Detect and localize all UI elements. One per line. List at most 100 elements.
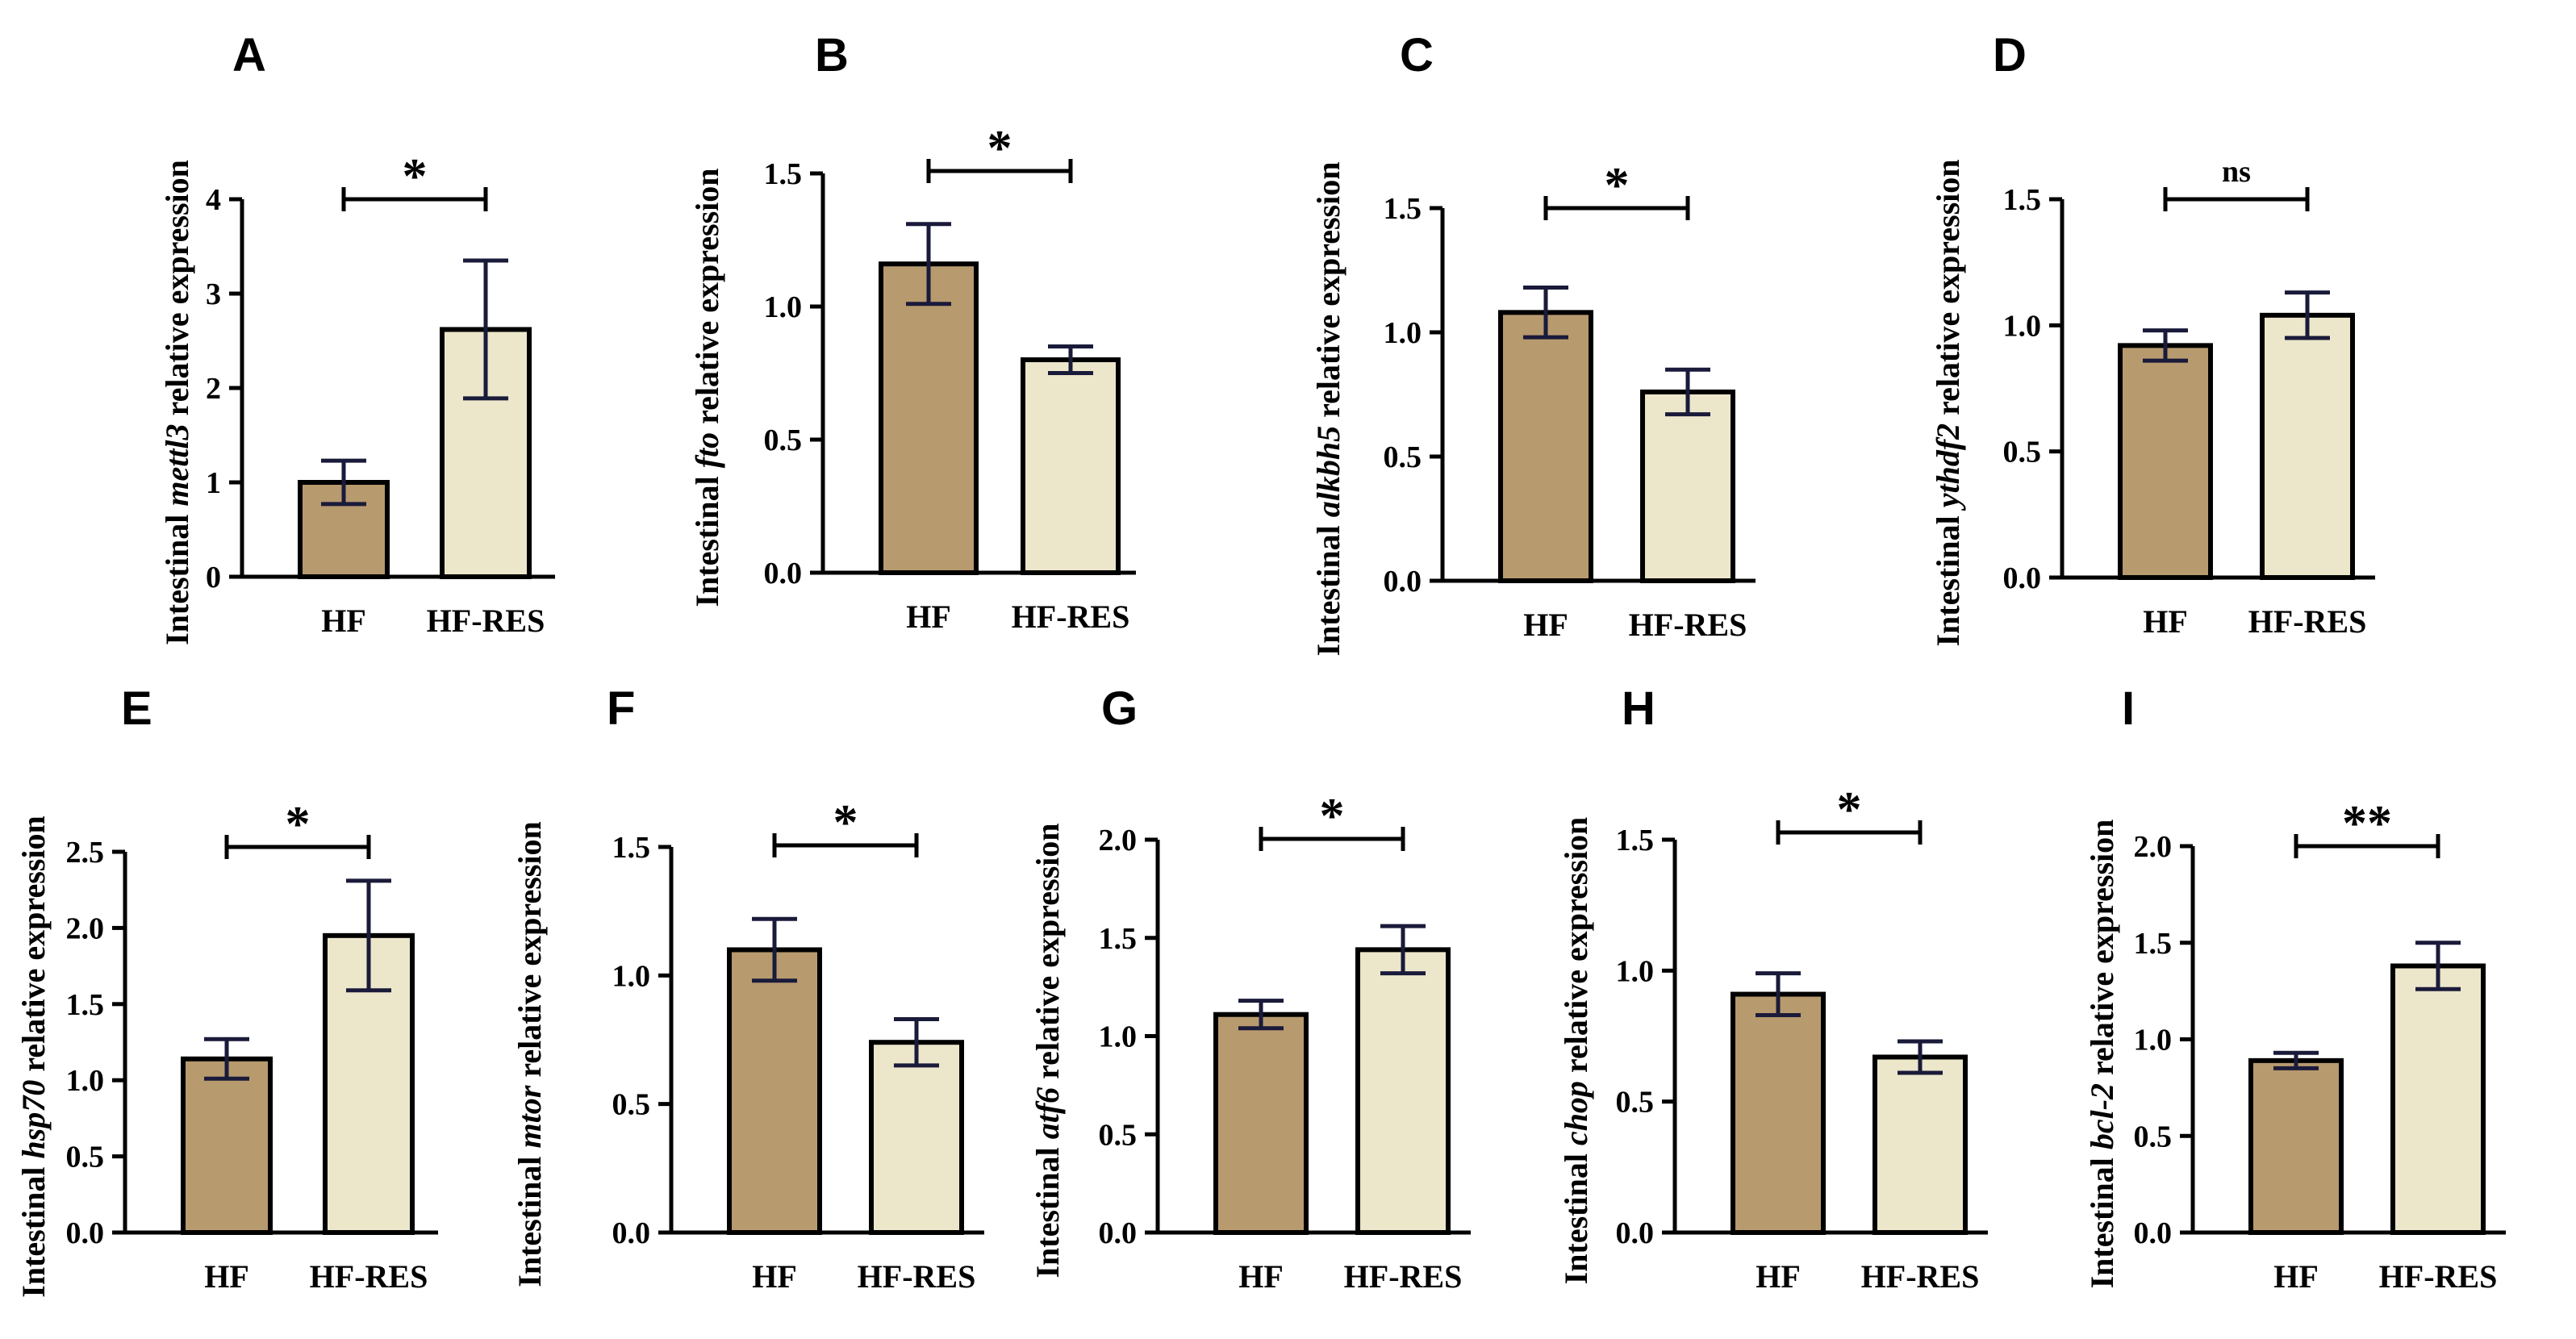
bar-b-hf-res <box>1021 357 1121 575</box>
y-axis-label-h: Intestinal chop relative expression <box>1558 817 1594 1285</box>
y-axis-label-b: Intestinal fto relative expression <box>689 168 725 607</box>
y-axis-label-gene: mettl3 <box>159 423 195 506</box>
y-tick-label-h: 0.0 <box>1616 1216 1655 1250</box>
category-label-i: HF-RES <box>2379 1258 2498 1295</box>
y-axis-label-prefix: Intestinal <box>2084 1149 2120 1288</box>
bar-h-hf-res <box>1873 1054 1968 1236</box>
category-label-a: HF-RES <box>427 603 545 639</box>
panel-letter-f: F <box>607 682 635 735</box>
y-tick-label-e: 2.5 <box>66 836 105 870</box>
y-tick-label-g: 1.0 <box>1099 1020 1138 1054</box>
panel-letter-c: C <box>1400 29 1434 81</box>
y-axis-label-i: Intestinal bcl-2 relative expression <box>2084 820 2120 1289</box>
category-label-a: HF <box>321 603 366 639</box>
category-label-f: HF-RES <box>858 1258 976 1295</box>
y-axis-label-gene: alkbh5 <box>1310 426 1346 517</box>
y-tick-label-c: 1.5 <box>1384 192 1422 226</box>
category-label-i: HF <box>2273 1258 2319 1295</box>
category-label-d: HF <box>2143 603 2188 640</box>
y-axis-label-prefix: Intestinal <box>1930 507 1966 646</box>
bar-c-hf <box>1498 310 1593 583</box>
y-tick-label-c: 1.0 <box>1384 316 1422 350</box>
y-tick-label-f: 1.5 <box>612 831 651 865</box>
panel-letter-e: E <box>121 682 152 735</box>
panel-letter-i: I <box>2122 682 2135 735</box>
significance-label-i: ** <box>2342 796 2392 851</box>
category-label-c: HF-RES <box>1629 607 1747 643</box>
category-label-d: HF-RES <box>2248 603 2367 640</box>
y-tick-label-a: 2 <box>206 372 221 406</box>
category-label-e: HF <box>204 1258 249 1295</box>
panel-letter-g: G <box>1101 682 1138 735</box>
y-axis-label-suffix: relative expression <box>1029 823 1066 1087</box>
y-tick-label-c: 0.0 <box>1384 565 1422 599</box>
y-tick-label-e: 0.0 <box>66 1216 105 1250</box>
y-tick-label-d: 0.5 <box>2003 436 2042 469</box>
y-tick-label-h: 0.5 <box>1616 1086 1655 1120</box>
y-axis-label-gene: mtor <box>511 1085 548 1148</box>
y-axis-label-suffix: relative expression <box>15 815 52 1079</box>
significance-label-d: ns <box>2222 155 2251 189</box>
y-tick-label-a: 0 <box>206 561 221 594</box>
y-axis-label-prefix: Intestinal <box>159 507 195 645</box>
y-axis-label-prefix: Intestinal <box>1029 1139 1066 1278</box>
y-axis-label-prefix: Intestinal <box>511 1148 548 1287</box>
y-tick-label-e: 1.0 <box>66 1064 105 1098</box>
category-label-g: HF <box>1238 1258 1284 1295</box>
y-tick-label-h: 1.0 <box>1616 954 1655 988</box>
y-axis-label-suffix: relative expression <box>1930 159 1966 423</box>
category-label-b: HF <box>906 599 951 635</box>
y-tick-label-i: 0.5 <box>2134 1120 2173 1153</box>
y-axis-label-suffix: relative expression <box>1310 162 1346 426</box>
category-label-b: HF-RES <box>1012 599 1130 635</box>
y-axis-label-suffix: relative expression <box>511 821 548 1085</box>
significance-label-a: * <box>403 149 428 204</box>
y-axis-label-gene: chop <box>1558 1081 1594 1145</box>
y-tick-label-f: 0.0 <box>612 1216 651 1250</box>
y-axis-label-c: Intestinal alkbh5 relative expression <box>1310 162 1346 657</box>
y-axis-label-g: Intestinal atf6 relative expression <box>1029 823 1066 1278</box>
category-label-h: HF-RES <box>1861 1258 1980 1295</box>
y-tick-label-i: 2.0 <box>2134 830 2173 864</box>
bar-b-hf <box>879 261 979 575</box>
y-tick-label-b: 1.5 <box>764 157 803 191</box>
category-label-e: HF-RES <box>310 1258 428 1295</box>
y-tick-label-e: 1.5 <box>66 988 105 1022</box>
y-axis-label-gene: hsp70 <box>15 1080 52 1159</box>
significance-label-f: * <box>833 795 858 850</box>
category-label-c: HF <box>1523 607 1568 643</box>
y-tick-label-d: 0.0 <box>2003 561 2042 595</box>
bar-h-hf <box>1731 991 1826 1235</box>
panel-letter-b: B <box>815 29 849 81</box>
y-tick-label-g: 0.5 <box>1099 1118 1138 1152</box>
y-axis-label-suffix: relative expression <box>159 160 195 423</box>
y-axis-label-suffix: relative expression <box>689 168 725 432</box>
bar-i-hf-res <box>2390 963 2486 1235</box>
y-tick-label-b: 0.5 <box>764 423 803 457</box>
y-tick-label-e: 0.5 <box>66 1141 105 1174</box>
y-tick-label-g: 2.0 <box>1099 824 1138 857</box>
bar-c-hf-res <box>1640 389 1735 584</box>
y-axis-label-a: Intestinal mettl3 relative expression <box>159 160 195 645</box>
category-label-h: HF <box>1756 1258 1801 1295</box>
y-axis-label-suffix: relative expression <box>2084 820 2120 1083</box>
y-tick-label-d: 1.5 <box>2003 183 2042 217</box>
y-axis-label-prefix: Intestinal <box>15 1158 52 1297</box>
bar-d-hf <box>2118 343 2213 580</box>
y-tick-label-i: 1.5 <box>2134 927 2173 961</box>
y-tick-label-f: 1.0 <box>612 959 651 993</box>
y-axis-label-prefix: Intestinal <box>1558 1145 1594 1284</box>
significance-label-c: * <box>1605 158 1630 213</box>
significance-label-b: * <box>987 121 1012 176</box>
bar-g-hf-res <box>1355 947 1451 1235</box>
y-tick-label-e: 2.0 <box>66 911 105 945</box>
y-axis-label-f: Intestinal mtor relative expression <box>511 821 548 1287</box>
y-tick-label-a: 1 <box>206 466 221 500</box>
y-tick-label-b: 0.0 <box>764 557 803 590</box>
y-tick-label-c: 0.5 <box>1384 440 1422 474</box>
y-axis-label-d: Intestinal ythdf2 relative expression <box>1930 159 1966 646</box>
y-tick-label-g: 0.0 <box>1099 1216 1138 1250</box>
y-tick-label-h: 1.5 <box>1616 824 1655 857</box>
panel-letter-a: A <box>232 29 266 81</box>
